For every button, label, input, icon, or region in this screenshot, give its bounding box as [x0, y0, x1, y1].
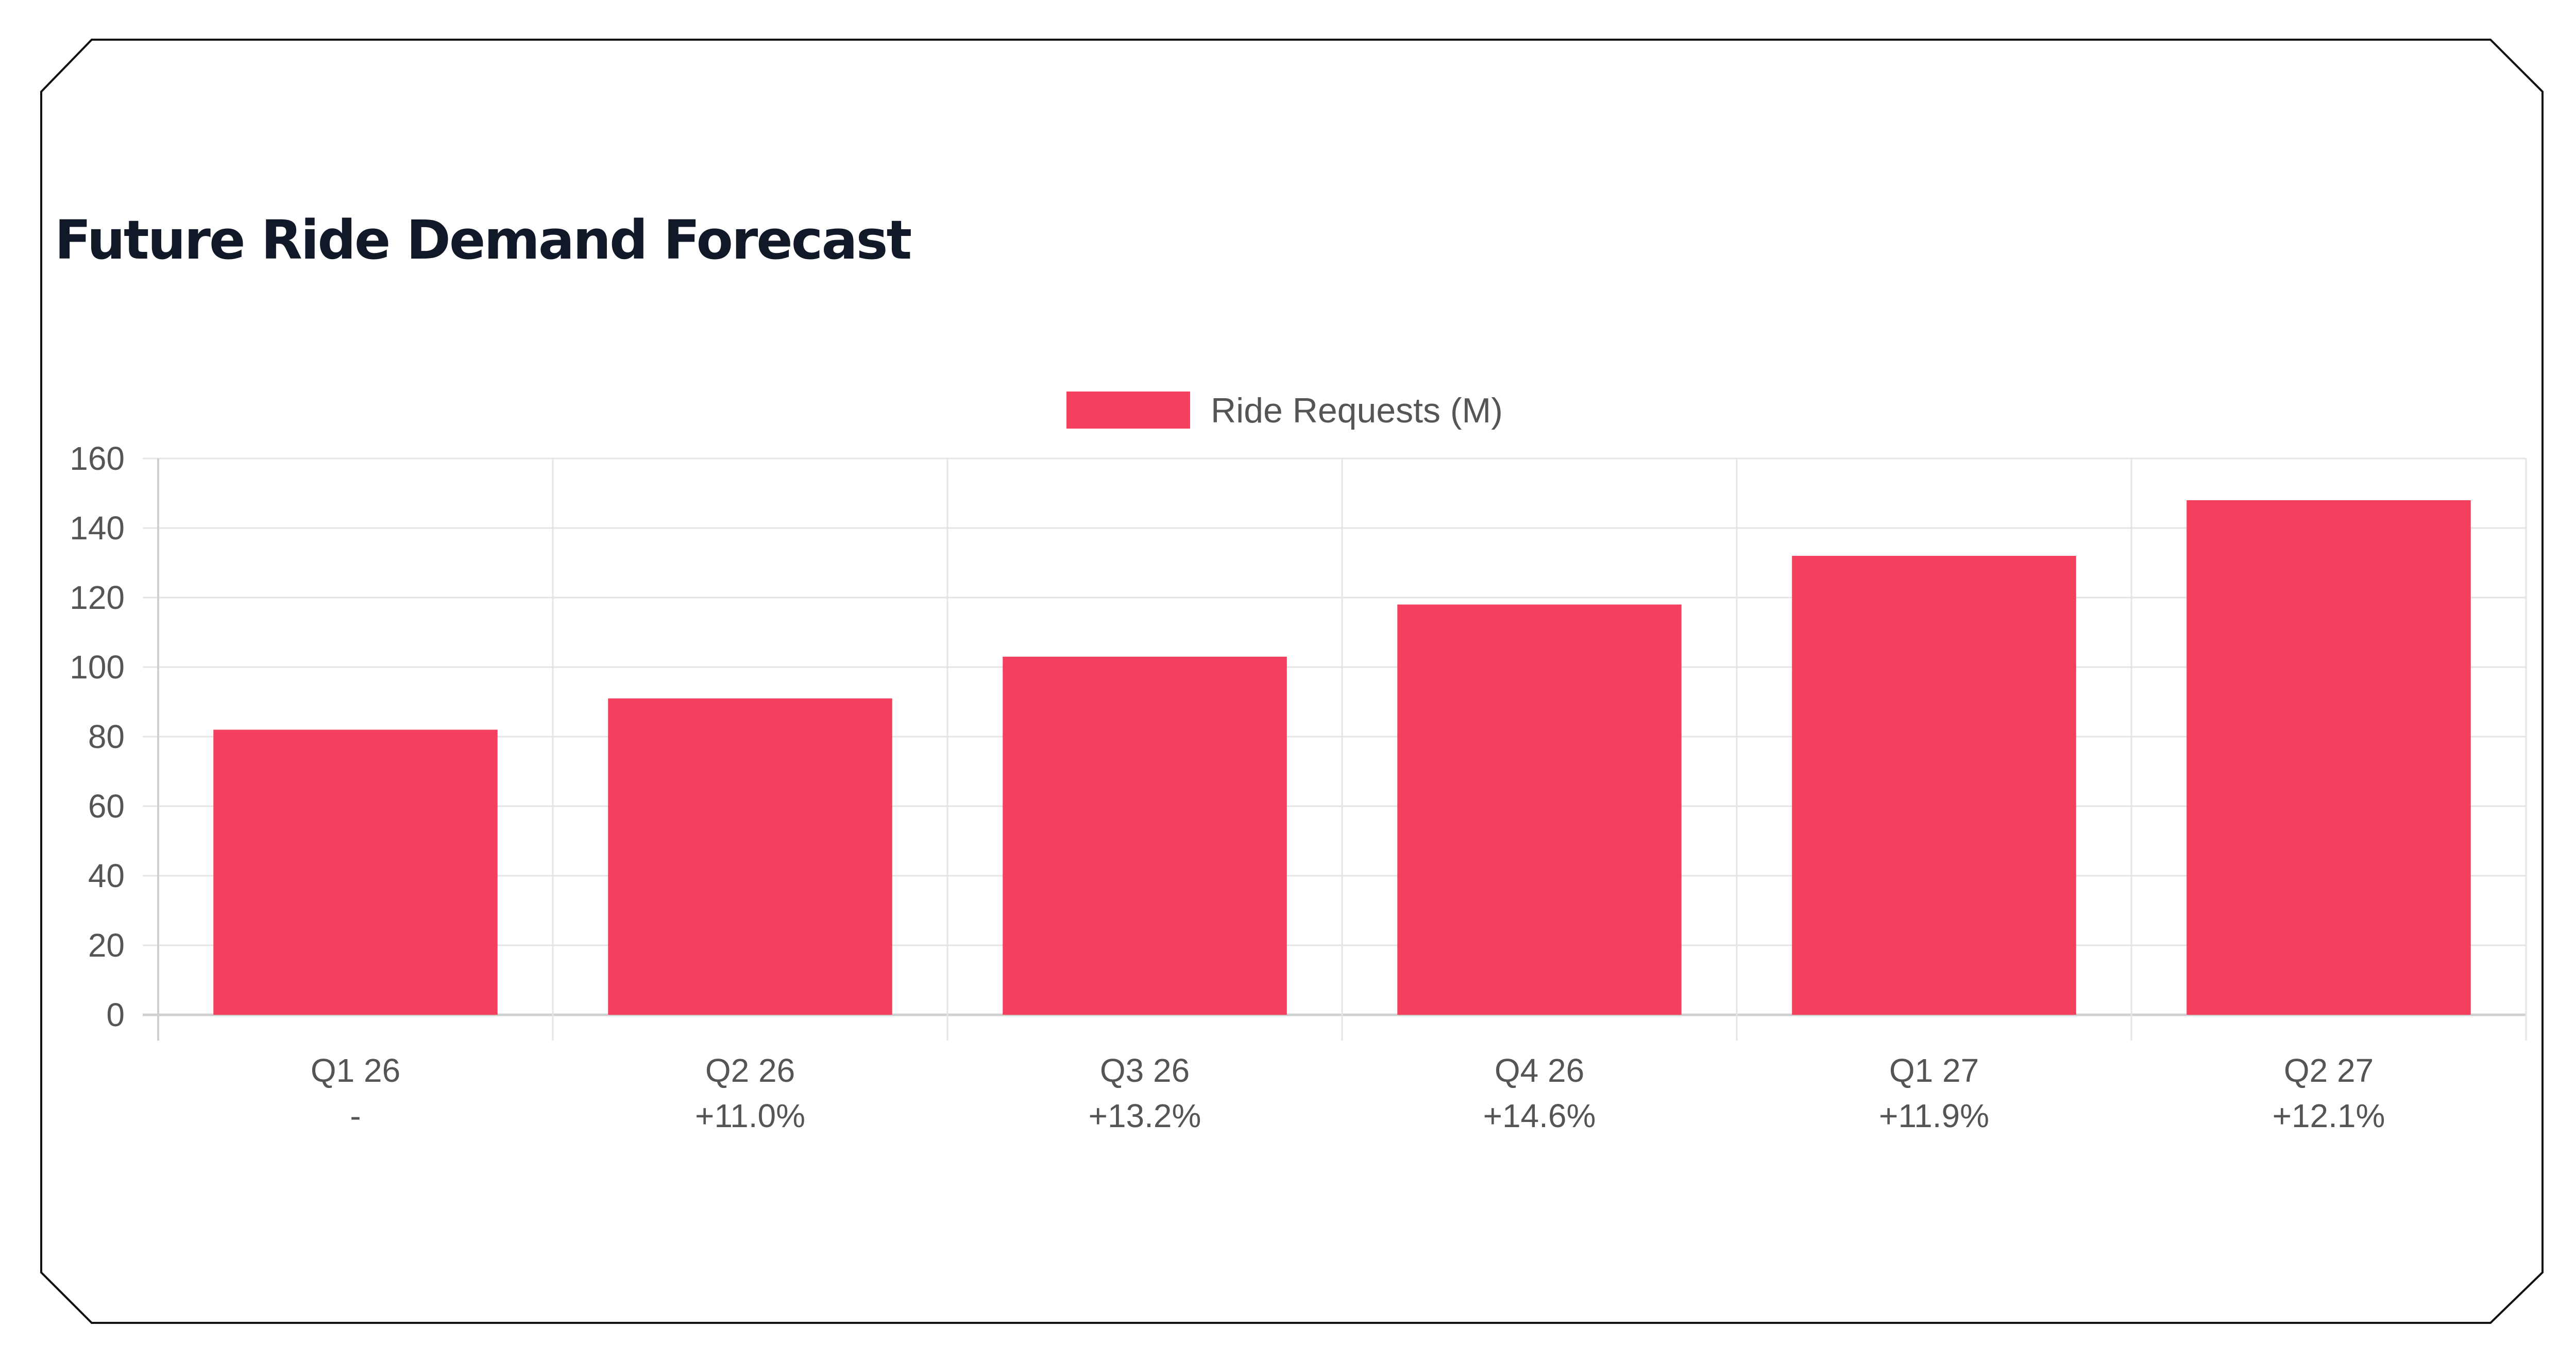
bar-q1-26[interactable]	[213, 729, 498, 1015]
x-tick-sublabel: +11.0%	[695, 1097, 805, 1134]
y-tick-label: 160	[70, 440, 125, 477]
x-tick-label: Q1 26	[311, 1052, 400, 1089]
x-tick-sublabel: +11.9%	[1879, 1097, 1989, 1134]
y-tick-label: 80	[88, 718, 125, 755]
x-axis-ticks: Q1 26 - Q2 26 +11.0% Q3 26 +13.2% Q4 26 +14.6% Q…	[311, 1052, 2385, 1134]
bar-q2-26[interactable]	[608, 698, 892, 1015]
x-tick-label: Q1 27	[1889, 1052, 1979, 1089]
x-tick-sublabel: +13.2%	[1089, 1097, 1201, 1134]
chart-title: Future Ride Demand Forecast	[55, 209, 912, 271]
x-tick-sublabel: +12.1%	[2273, 1097, 2385, 1134]
y-tick-label: 100	[70, 649, 125, 686]
y-tick-label: 40	[88, 857, 125, 894]
legend-label[interactable]: Ride Requests (M)	[1211, 391, 1503, 430]
bar-q4-26[interactable]	[1397, 604, 1682, 1015]
bar-q3-26[interactable]	[1003, 656, 1287, 1015]
y-tick-label: 140	[70, 509, 125, 547]
grid-lines	[143, 457, 2527, 1041]
bar-q1-27[interactable]	[1792, 556, 2076, 1015]
y-tick-label: 20	[88, 927, 125, 964]
x-tick-sublabel: +14.6%	[1483, 1097, 1596, 1134]
x-tick-sublabel: -	[350, 1097, 361, 1134]
bars	[213, 500, 2471, 1015]
x-tick-label: Q2 27	[2284, 1052, 2374, 1089]
x-tick-label: Q2 26	[705, 1052, 795, 1089]
x-tick-label: Q3 26	[1100, 1052, 1190, 1089]
bar-q2-27[interactable]	[2187, 500, 2471, 1015]
y-axis-ticks: 0 20 40 60 80 100 120 140 160	[70, 440, 125, 1033]
y-tick-label: 120	[70, 579, 125, 616]
y-tick-label: 0	[106, 996, 125, 1033]
y-tick-label: 60	[88, 788, 125, 825]
legend[interactable]: Ride Requests (M)	[1066, 391, 1503, 430]
legend-swatch[interactable]	[1066, 392, 1190, 429]
x-tick-label: Q4 26	[1495, 1052, 1584, 1089]
